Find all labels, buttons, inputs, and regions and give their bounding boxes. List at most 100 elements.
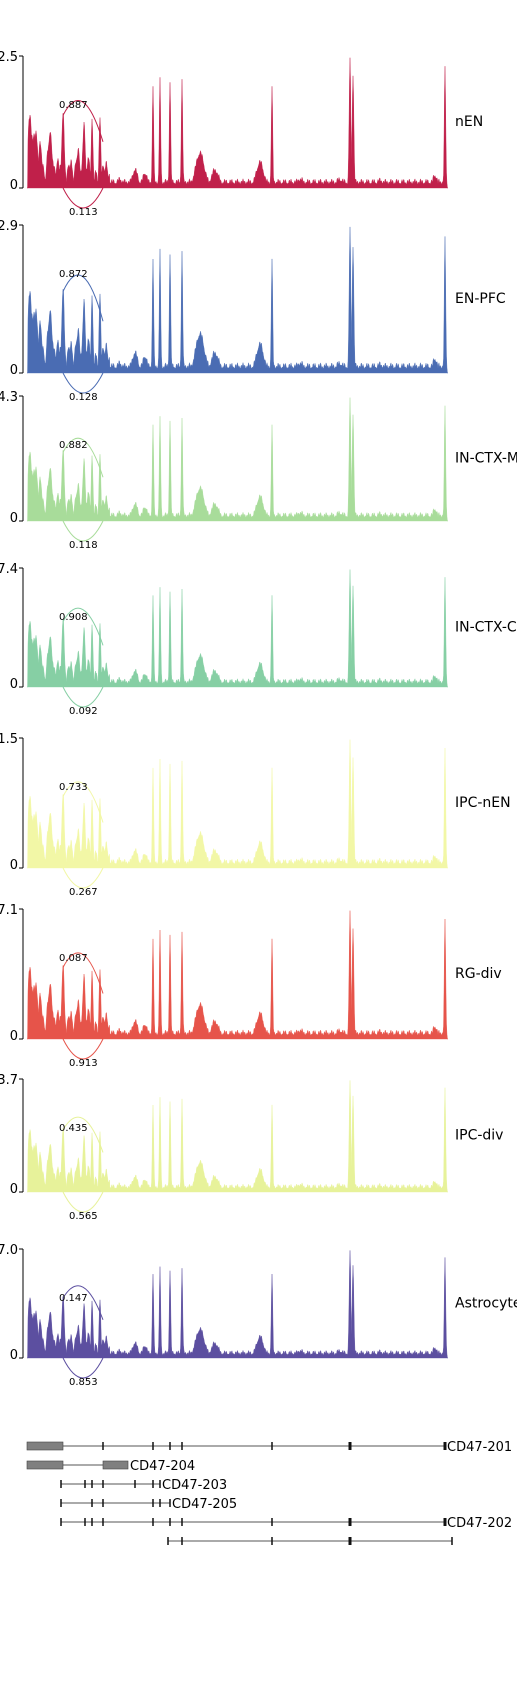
exon-mark bbox=[134, 1480, 136, 1488]
coverage-area bbox=[27, 569, 448, 688]
exon-mark bbox=[181, 1537, 183, 1545]
junction-arc-bottom bbox=[62, 867, 104, 889]
coverage-area bbox=[27, 57, 448, 189]
exon-mark bbox=[152, 1499, 154, 1507]
y-max-label: 12.5 bbox=[0, 50, 18, 65]
y-max-label: 11.5 bbox=[0, 732, 18, 747]
y-max-label: 27.0 bbox=[0, 1243, 18, 1258]
junction-arc-bottom bbox=[62, 520, 104, 542]
coverage-area bbox=[27, 739, 448, 869]
exon-mark bbox=[169, 1442, 171, 1450]
transcript-label: CD47-201 bbox=[447, 1440, 512, 1455]
exon-mark bbox=[152, 1518, 154, 1526]
y-max-label: 17.4 bbox=[0, 562, 18, 577]
exon-mark bbox=[443, 1442, 447, 1450]
exon-mark bbox=[60, 1518, 62, 1526]
coverage-area bbox=[27, 1080, 448, 1193]
y-min-label: 0 bbox=[10, 677, 18, 692]
exon-mark bbox=[271, 1442, 273, 1450]
junction-arc-bottom bbox=[62, 1191, 104, 1213]
track-name: IN-CTX-CGE bbox=[455, 620, 517, 636]
exon-mark bbox=[348, 1442, 352, 1450]
exon-mark bbox=[451, 1537, 453, 1545]
junction-label-top: 0.882 bbox=[59, 440, 88, 451]
exon-mark bbox=[271, 1518, 273, 1526]
exon-mark bbox=[152, 1480, 154, 1488]
coverage-area bbox=[27, 397, 448, 522]
junction-arc-bottom bbox=[62, 1038, 104, 1060]
exon-mark bbox=[167, 1537, 169, 1545]
exon-mark bbox=[159, 1480, 161, 1488]
junction-label-top: 0.872 bbox=[59, 269, 88, 280]
exon-mark bbox=[159, 1499, 161, 1507]
track-name: nEN bbox=[455, 114, 483, 130]
junction-label-top: 0.908 bbox=[59, 612, 88, 623]
exon-box bbox=[102, 1460, 129, 1470]
exon-mark bbox=[102, 1442, 104, 1450]
exon-mark bbox=[169, 1518, 171, 1526]
junction-arc-top bbox=[62, 1285, 104, 1321]
track-name: Astrocyte bbox=[455, 1296, 517, 1312]
transcript-label: CD47-202 bbox=[447, 1516, 512, 1531]
exon-mark bbox=[152, 1442, 154, 1450]
exon-mark bbox=[60, 1499, 62, 1507]
exon-mark bbox=[102, 1480, 104, 1488]
y-max-label: 13.7 bbox=[0, 1073, 18, 1088]
junction-arc-top bbox=[62, 607, 104, 646]
y-max-label: 14.3 bbox=[0, 390, 18, 405]
y-min-label: 0 bbox=[10, 858, 18, 873]
y-min-label: 0 bbox=[10, 1348, 18, 1363]
junction-label-top: 0.435 bbox=[59, 1123, 88, 1134]
junction-arc-bottom bbox=[62, 686, 104, 708]
transcript-label: CD47-203 bbox=[162, 1478, 227, 1493]
y-max-label: 17.1 bbox=[0, 903, 18, 918]
coverage-area bbox=[27, 226, 448, 374]
exon-box bbox=[26, 1460, 64, 1470]
exon-mark bbox=[91, 1480, 93, 1488]
junction-label-bottom: 0.092 bbox=[69, 706, 98, 717]
exon-mark bbox=[91, 1499, 93, 1507]
track-name: EN-PFC bbox=[455, 291, 506, 307]
junction-label-bottom: 0.267 bbox=[69, 887, 98, 898]
exon-mark bbox=[348, 1537, 352, 1545]
junction-arc-top bbox=[62, 1116, 104, 1153]
y-min-label: 0 bbox=[10, 1182, 18, 1197]
exon-mark bbox=[60, 1480, 62, 1488]
junction-arc-bottom bbox=[62, 1357, 104, 1379]
exon-mark bbox=[84, 1480, 86, 1488]
junction-arc-top bbox=[62, 952, 104, 994]
y-min-label: 0 bbox=[10, 511, 18, 526]
track-name: RG-div bbox=[455, 966, 502, 982]
exon-mark bbox=[84, 1518, 86, 1526]
y-max-label: 12.9 bbox=[0, 219, 18, 234]
junction-label-bottom: 0.853 bbox=[69, 1377, 98, 1388]
track-name: IN-CTX-MGE bbox=[455, 451, 517, 467]
junction-label-bottom: 0.118 bbox=[69, 540, 98, 551]
exon-mark bbox=[181, 1442, 183, 1450]
transcript-label: CD47-205 bbox=[172, 1497, 237, 1512]
transcript-label: CD47-204 bbox=[130, 1459, 195, 1474]
junction-arc-bottom bbox=[62, 187, 104, 209]
exon-mark bbox=[102, 1499, 104, 1507]
y-min-label: 0 bbox=[10, 1029, 18, 1044]
junction-arc-top bbox=[62, 437, 104, 478]
exon-mark bbox=[181, 1518, 183, 1526]
junction-label-top: 0.733 bbox=[59, 782, 88, 793]
junction-label-top: 0.087 bbox=[59, 953, 88, 964]
junction-arc-top bbox=[62, 781, 104, 823]
junction-arc-bottom bbox=[62, 372, 104, 394]
y-min-label: 0 bbox=[10, 178, 18, 193]
exon-mark bbox=[348, 1518, 352, 1526]
exon-box bbox=[26, 1441, 64, 1451]
exon-mark bbox=[169, 1499, 171, 1507]
junction-arc-top bbox=[62, 100, 104, 142]
junction-label-top: 0.147 bbox=[59, 1293, 88, 1304]
exon-mark bbox=[91, 1518, 93, 1526]
junction-label-bottom: 0.128 bbox=[69, 392, 98, 403]
track-name: IPC-nEN bbox=[455, 795, 511, 811]
junction-label-top: 0.887 bbox=[59, 100, 88, 111]
junction-arc-top bbox=[62, 274, 104, 322]
junction-label-bottom: 0.113 bbox=[69, 207, 98, 218]
y-min-label: 0 bbox=[10, 363, 18, 378]
